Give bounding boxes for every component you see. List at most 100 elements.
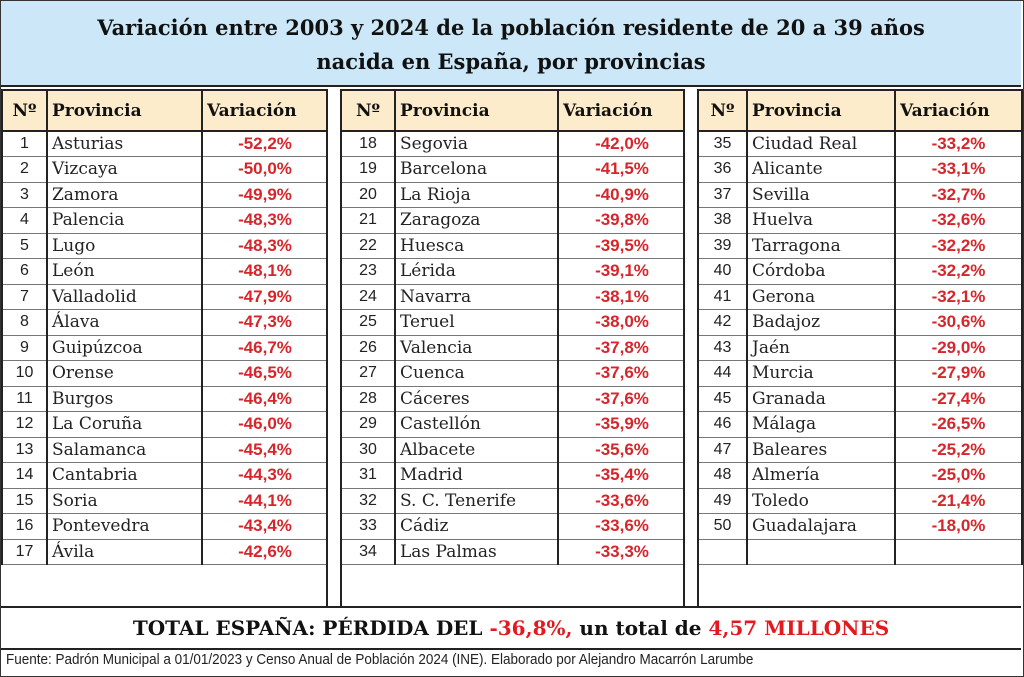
table-row: 2 Vizcaya -50,0% [1,156,329,183]
row-number: 7 [1,283,48,310]
row-province: Huelva [746,207,896,234]
row-province: Guipúzcoa [46,334,203,361]
row-number: 41 [697,283,748,310]
row-province: Jaén [746,334,896,361]
row-province: Zamora [46,181,203,208]
row-number: 40 [697,258,748,285]
row-number: 47 [697,436,748,463]
row-province: Asturias [46,130,203,157]
total-middle: un total de [572,616,709,640]
table-row: 40 Córdoba -32,2% [697,258,1023,285]
row-province: Burgos [46,385,203,412]
province-table-3: Nº Provincia Variación 35 Ciudad Real -33,… [697,89,1023,565]
row-number: 32 [340,487,396,514]
row-province: Navarra [394,283,559,310]
table-row: 32 S. C. Tenerife -33,6% [340,487,687,514]
row-number: 10 [1,360,48,387]
table-row: 8 Álava -47,3% [1,309,329,336]
row-number: 9 [1,334,48,361]
row-variation: -33,6% [557,513,687,540]
row-number: 17 [1,538,48,565]
row-variation: -33,1% [894,156,1023,183]
row-variation: -29,0% [894,334,1023,361]
row-number: 48 [697,462,748,489]
row-province: Huesca [394,232,559,259]
table-row: 6 León -48,1% [1,258,329,285]
row-province: Castellón [394,411,559,438]
table-row [697,538,1023,565]
table-row: 20 La Rioja -40,9% [340,181,687,208]
row-province: La Rioja [394,181,559,208]
table-row: 38 Huelva -32,6% [697,207,1023,234]
row-province: Madrid [394,462,559,489]
row-variation: -48,3% [201,232,329,259]
row-number: 23 [340,258,396,285]
row-variation: -47,3% [201,309,329,336]
table-row: 4 Palencia -48,3% [1,207,329,234]
table-row: 45 Granada -27,4% [697,385,1023,412]
row-number: 6 [1,258,48,285]
row-variation: -40,9% [557,181,687,208]
table-row: 42 Badajoz -30,6% [697,309,1023,336]
row-number: 14 [1,462,48,489]
row-number: 5 [1,232,48,259]
table-row: 26 Valencia -37,8% [340,334,687,361]
province-table-2: Nº Provincia Variación 18 Segovia -42,0% 19… [340,89,687,565]
header-variation: Variación [557,89,687,132]
row-province [746,538,896,565]
row-variation: -46,4% [201,385,329,412]
row-variation: -27,9% [894,360,1023,387]
row-number: 21 [340,207,396,234]
row-variation: -32,1% [894,283,1023,310]
row-variation: -26,5% [894,411,1023,438]
row-variation: -46,5% [201,360,329,387]
row-province: Cantabria [46,462,203,489]
row-variation: -47,9% [201,283,329,310]
row-province: S. C. Tenerife [394,487,559,514]
table-row: 39 Tarragona -32,2% [697,232,1023,259]
row-province: Toledo [746,487,896,514]
table-row: 21 Zaragoza -39,8% [340,207,687,234]
row-number: 34 [340,538,396,565]
header-province: Provincia [46,89,203,132]
table-row: 43 Jaén -29,0% [697,334,1023,361]
row-number: 50 [697,513,748,540]
table-row: 44 Murcia -27,9% [697,360,1023,387]
row-variation: -33,3% [557,538,687,565]
row-province: Ciudad Real [746,130,896,157]
row-variation: -25,0% [894,462,1023,489]
row-number: 27 [340,360,396,387]
row-variation: -48,1% [201,258,329,285]
row-province: Álava [46,309,203,336]
row-number: 20 [340,181,396,208]
row-variation: -46,7% [201,334,329,361]
row-number: 12 [1,411,48,438]
row-variation: -35,4% [557,462,687,489]
row-number: 36 [697,156,748,183]
row-number: 1 [1,130,48,157]
table-row: 12 La Coruña -46,0% [1,411,329,438]
row-province: Salamanca [46,436,203,463]
table-row: 14 Cantabria -44,3% [1,462,329,489]
table-row: 11 Burgos -46,4% [1,385,329,412]
table-row: 3 Zamora -49,9% [1,181,329,208]
row-number: 18 [340,130,396,157]
row-province: Baleares [746,436,896,463]
table-row: 17 Ávila -42,6% [1,538,329,565]
table-row: 28 Cáceres -37,6% [340,385,687,412]
table-row: 48 Almería -25,0% [697,462,1023,489]
table-row: 35 Ciudad Real -33,2% [697,130,1023,157]
row-province: Guadalajara [746,513,896,540]
row-province: Zaragoza [394,207,559,234]
table-row: 47 Baleares -25,2% [697,436,1023,463]
table-row: 31 Madrid -35,4% [340,462,687,489]
row-variation: -33,2% [894,130,1023,157]
province-table-1: Nº Provincia Variación 1 Asturias -52,2% 2 V… [1,89,329,565]
row-number: 35 [697,130,748,157]
row-number: 3 [1,181,48,208]
table-row: 49 Toledo -21,4% [697,487,1023,514]
row-variation: -50,0% [201,156,329,183]
row-variation: -33,6% [557,487,687,514]
row-province: Lugo [46,232,203,259]
row-province: Cuenca [394,360,559,387]
